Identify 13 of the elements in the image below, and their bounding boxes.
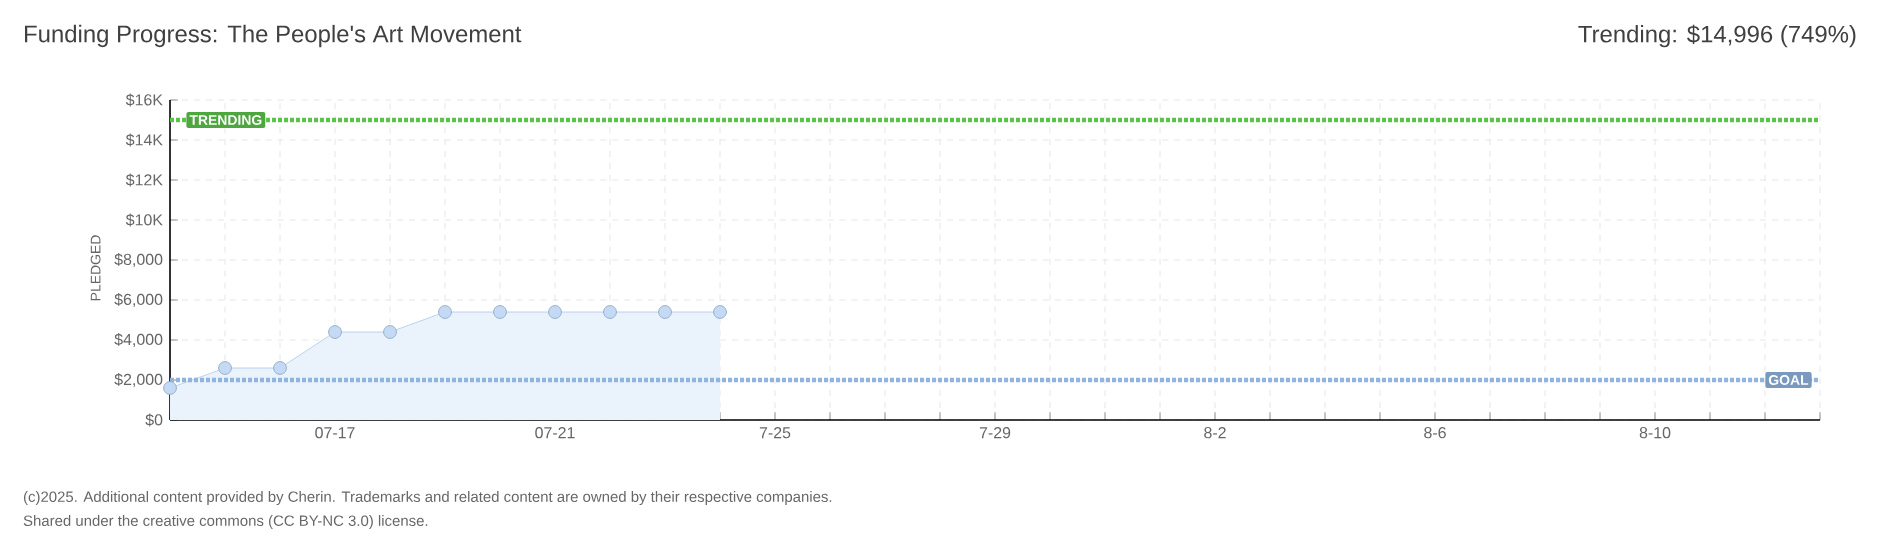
point <box>438 305 452 319</box>
point <box>383 325 397 339</box>
point <box>328 325 342 339</box>
point <box>658 305 672 319</box>
point <box>713 305 727 319</box>
point <box>273 361 287 375</box>
point <box>218 361 232 375</box>
chart-title: Funding Progress: The People's Art Movement <box>25 24 522 48</box>
point <box>603 305 617 319</box>
point <box>163 381 177 395</box>
point <box>548 305 562 319</box>
text: Trending: $14,996 (749%) <box>1578 24 1856 48</box>
point <box>493 305 507 319</box>
